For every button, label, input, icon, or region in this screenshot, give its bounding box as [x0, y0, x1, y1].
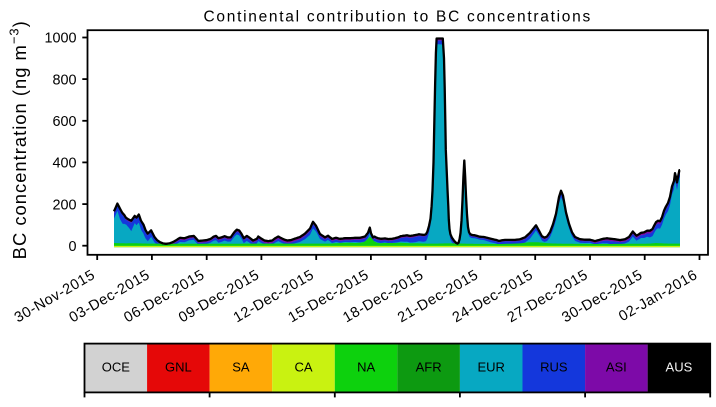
svg-text:BC concentration (ng m−3): BC concentration (ng m−3) [6, 20, 30, 259]
svg-text:1000: 1000 [44, 31, 76, 47]
svg-text:GNL: GNL [165, 360, 192, 375]
svg-text:EUR: EUR [477, 360, 504, 375]
svg-text:OCE: OCE [102, 360, 131, 375]
svg-text:SA: SA [232, 360, 250, 375]
svg-text:200: 200 [52, 197, 76, 213]
svg-text:ASI: ASI [606, 360, 627, 375]
svg-text:RUS: RUS [540, 360, 568, 375]
svg-text:AFR: AFR [416, 360, 442, 375]
svg-text:400: 400 [52, 156, 76, 172]
svg-text:Continental contribution to BC: Continental contribution to BC concentra… [203, 9, 591, 26]
svg-text:0: 0 [68, 239, 76, 255]
svg-text:AUS: AUS [666, 360, 693, 375]
svg-text:CA: CA [294, 360, 312, 375]
svg-text:600: 600 [52, 114, 76, 130]
svg-text:NA: NA [357, 360, 375, 375]
svg-text:800: 800 [52, 72, 76, 88]
